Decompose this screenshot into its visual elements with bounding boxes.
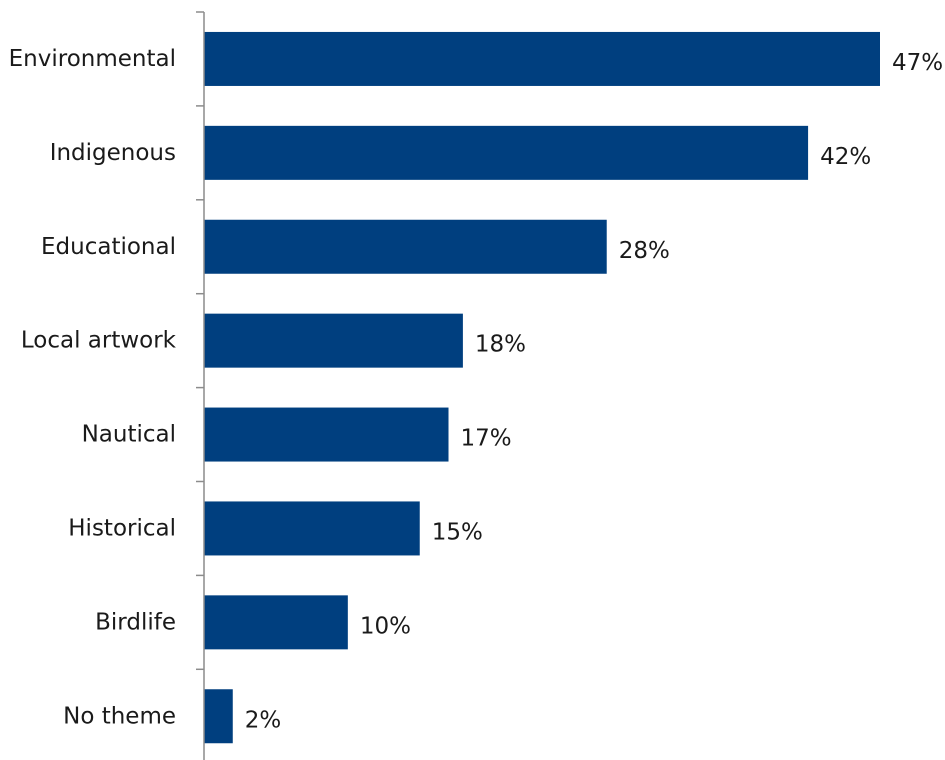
value-label: 18% bbox=[475, 332, 526, 358]
value-label: 28% bbox=[619, 238, 670, 264]
bar-local-artwork bbox=[204, 313, 463, 368]
bars bbox=[204, 31, 880, 744]
bar-nautical bbox=[204, 407, 449, 462]
bar-no-theme bbox=[204, 689, 233, 744]
bar-indigenous bbox=[204, 125, 809, 180]
category-label: No theme bbox=[63, 703, 176, 729]
axis-ticks bbox=[196, 11, 204, 671]
category-label: Birdlife bbox=[95, 609, 176, 635]
category-label: Historical bbox=[68, 515, 176, 541]
value-label: 10% bbox=[360, 613, 411, 639]
category-label: Local artwork bbox=[21, 328, 177, 354]
value-label: 15% bbox=[432, 519, 483, 545]
category-labels: Environmental Indigenous Educational Local … bbox=[9, 46, 177, 729]
category-label: Indigenous bbox=[50, 140, 176, 166]
category-label: Nautical bbox=[82, 422, 176, 448]
value-label: 47% bbox=[892, 50, 943, 76]
value-labels: 47% 42% 28% 18% 17% 15% 10% 2% bbox=[245, 50, 943, 733]
bar-environmental bbox=[204, 31, 880, 86]
value-label: 17% bbox=[461, 426, 512, 452]
value-label: 42% bbox=[820, 144, 871, 170]
bar-birdlife bbox=[204, 595, 348, 650]
category-label: Environmental bbox=[9, 46, 176, 72]
value-label: 2% bbox=[245, 707, 282, 733]
category-label: Educational bbox=[41, 234, 176, 260]
bar-historical bbox=[204, 501, 420, 556]
bar-educational bbox=[204, 219, 607, 274]
